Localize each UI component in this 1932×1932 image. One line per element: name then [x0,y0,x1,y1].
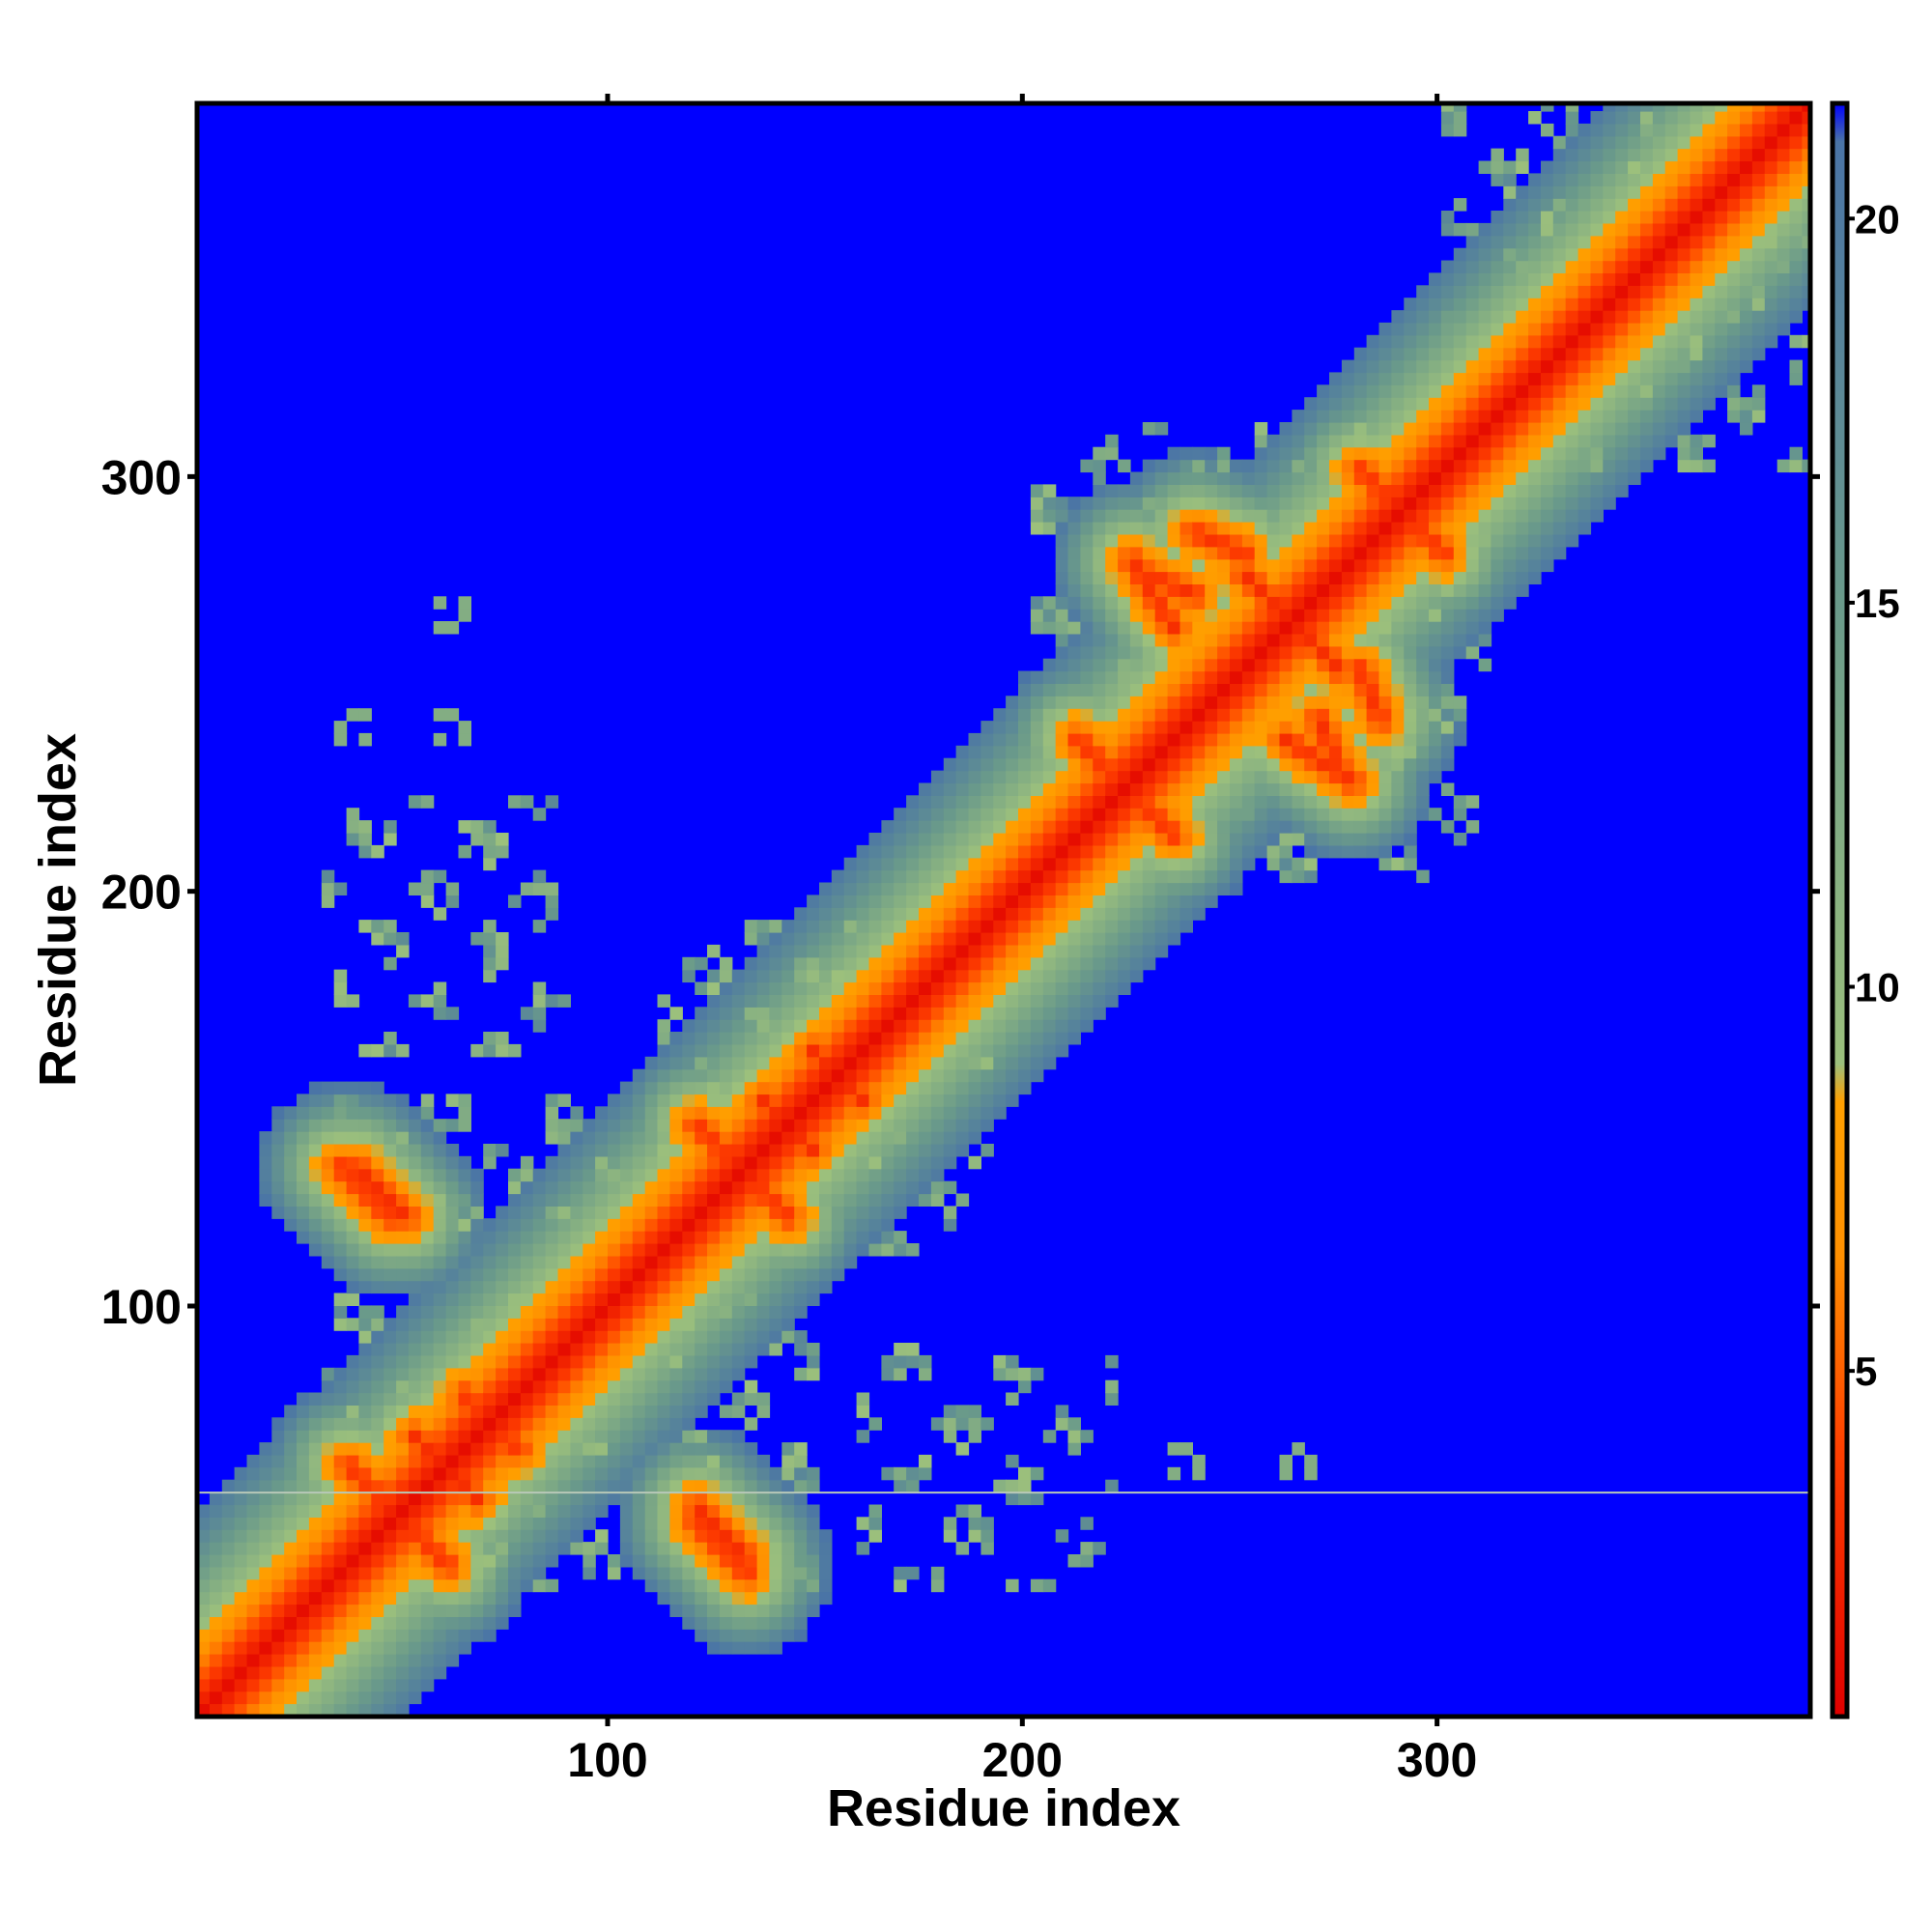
y-axis-title: Residue index [29,733,87,1087]
x-tick-label: 200 [982,1733,1063,1787]
colorbar-tick-label: 10 [1855,965,1900,1010]
colorbar-frame [1830,100,1850,1719]
colorbar-tick-label: 15 [1855,581,1900,626]
x-axis-ticks: 100 200 300 [567,94,1477,1787]
y-tick-label: 200 [101,866,182,920]
x-axis-title: Residue index [827,1779,1180,1837]
colorbar: 5 10 15 20 [1830,100,1900,1719]
y-tick-label: 300 [101,450,182,504]
x-tick-label: 100 [567,1733,647,1787]
colorbar-tick-label: 5 [1855,1349,1877,1394]
y-axis-ticks: 100 200 300 [101,450,1820,1334]
colorbar-gradient [1833,103,1847,1717]
colorbar-tick-label: 20 [1855,196,1900,242]
y-tick-label: 100 [101,1280,182,1334]
heatmap-cells [197,103,1810,1717]
x-tick-label: 300 [1397,1733,1477,1787]
plot-frame [194,100,1813,1719]
colorbar-ticks: 5 10 15 20 [1847,196,1900,1394]
